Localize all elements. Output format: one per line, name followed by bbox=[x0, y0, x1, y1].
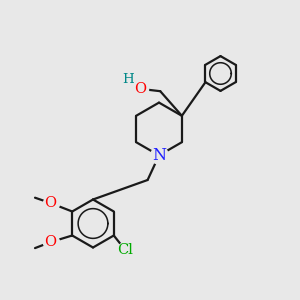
Text: H: H bbox=[123, 73, 134, 86]
Text: O: O bbox=[134, 82, 146, 96]
Text: Cl: Cl bbox=[117, 243, 133, 257]
Text: N: N bbox=[152, 147, 166, 164]
Text: O: O bbox=[45, 196, 57, 210]
Text: O: O bbox=[45, 235, 57, 249]
